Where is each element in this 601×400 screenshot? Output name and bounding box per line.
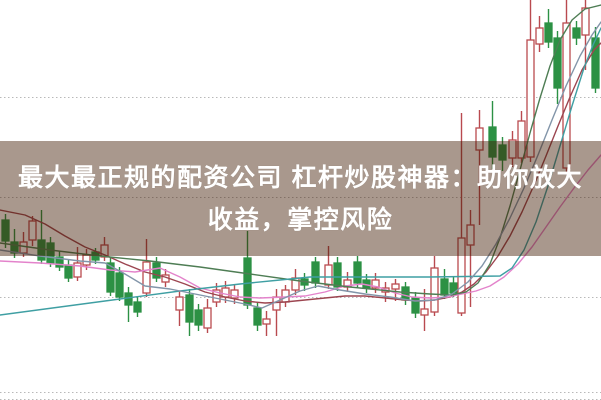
candle-body-down xyxy=(411,297,420,314)
candle-body-up xyxy=(526,39,535,158)
candle-body-up xyxy=(535,27,544,45)
candle-body-down xyxy=(55,256,64,268)
candle-body-down xyxy=(488,126,497,158)
candle-body-up xyxy=(430,267,439,313)
ma-pink xyxy=(0,154,601,299)
candle-body-up xyxy=(371,279,380,289)
candle-body-up xyxy=(262,318,271,325)
candle-body-up xyxy=(203,307,212,329)
candle-body-down xyxy=(572,27,581,39)
candle-body-down xyxy=(440,278,449,296)
candle-body-up xyxy=(82,254,91,266)
candle-body-up xyxy=(28,220,37,241)
candle-body-up xyxy=(73,262,82,278)
candle-body-down xyxy=(106,262,115,293)
candle-body-up xyxy=(175,296,184,311)
candle-body-up xyxy=(517,120,526,159)
candle-body-down xyxy=(46,242,55,264)
candle-body-up xyxy=(324,264,333,286)
candle-body-down xyxy=(133,301,142,313)
candle-body-down xyxy=(591,37,600,89)
candle-body-down xyxy=(185,294,194,323)
candle-body-up xyxy=(19,241,28,254)
candle-body-down xyxy=(553,37,562,89)
ma-darkgreen xyxy=(0,4,601,296)
ma-teal xyxy=(0,27,601,316)
candle-body-up xyxy=(466,224,475,246)
candle-body-down xyxy=(64,264,73,279)
ma-grayblue xyxy=(0,21,601,309)
ma-maroon xyxy=(0,42,601,304)
candle-body-down xyxy=(253,307,262,326)
candle-body-up xyxy=(581,7,590,36)
candle-body-down xyxy=(401,286,410,301)
candle-body-down xyxy=(333,262,342,288)
candle-body-up xyxy=(420,308,429,316)
candle-body-up xyxy=(457,237,466,314)
candle-body-down xyxy=(544,22,553,43)
candle-body-up xyxy=(475,127,484,151)
candle-body-up xyxy=(230,289,239,299)
candle-body-down xyxy=(311,261,320,284)
candle-body-down xyxy=(1,219,10,242)
candle-body-up xyxy=(508,139,517,159)
candle-body-down xyxy=(498,144,507,161)
candle-body-up xyxy=(142,261,151,294)
candle-body-up xyxy=(221,287,230,298)
candle-body-down xyxy=(115,272,124,298)
candle-body-up xyxy=(562,22,571,169)
candle-body-down xyxy=(194,309,203,326)
candle-body-down xyxy=(353,261,362,284)
candle-body-down xyxy=(152,262,161,279)
candle-body-up xyxy=(272,296,281,311)
candle-body-down xyxy=(10,241,19,254)
candle-body-up xyxy=(391,283,400,290)
candle-body-down xyxy=(124,292,133,306)
